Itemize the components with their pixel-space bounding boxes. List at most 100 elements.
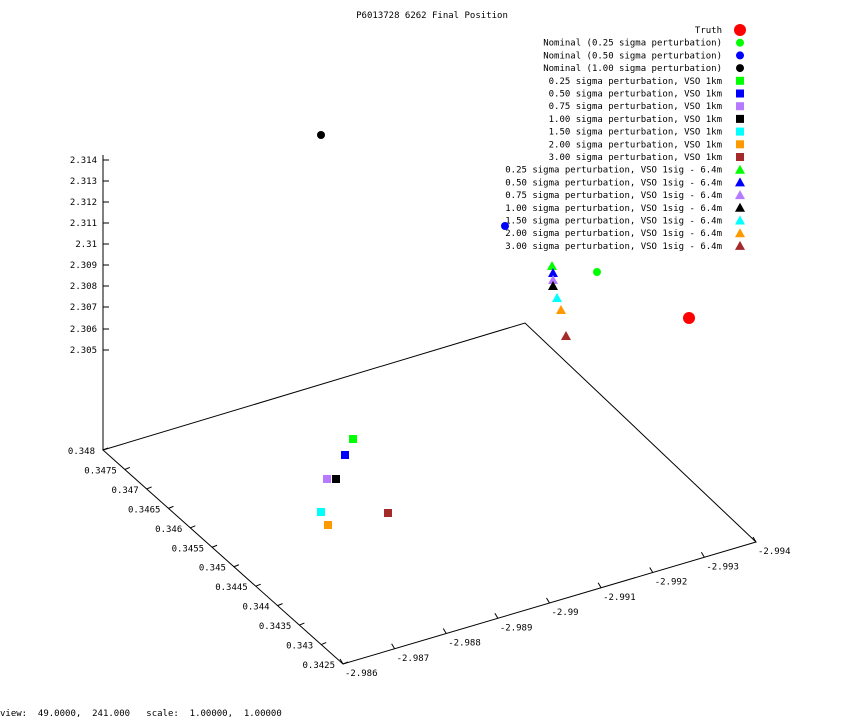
data-point: [323, 475, 331, 483]
data-point: [317, 508, 325, 516]
x-axis-tick-label: -2.988: [448, 639, 481, 649]
x-axis-tick-label: -2.991: [603, 593, 636, 603]
y-axis-tick-label: 0.344: [242, 603, 269, 613]
legend-entry-marker: [735, 202, 745, 212]
z-axis-tick-label: 2.314: [70, 156, 97, 166]
y-axis-tick: [320, 642, 327, 646]
legend-entry-label: 1.50 sigma perturbation, VSO 1km: [549, 128, 722, 138]
legend-entry-label: 0.50 sigma perturbation, VSO 1sig - 6.4m: [505, 178, 722, 188]
data-point: [332, 475, 340, 483]
y-axis-tick: [211, 544, 218, 548]
legend-entry-marker: [735, 164, 745, 174]
y-axis-tick-label: 0.345: [199, 564, 226, 574]
legend-entry-label: 0.50 sigma perturbation, VSO 1km: [549, 90, 722, 100]
legend-entry-marker: [736, 127, 744, 136]
y-axis-tick: [168, 505, 174, 509]
z-axis-tick-label: 2.308: [70, 282, 97, 292]
legend-entry-label: Nominal (1.00 sigma perturbation): [543, 64, 722, 74]
data-point: [384, 509, 392, 517]
legend-entry-label: 2.00 sigma perturbation, VSO 1km: [549, 140, 722, 150]
y-axis-tick-label: 0.343: [286, 642, 313, 652]
data-point: [324, 521, 332, 529]
data-point: [317, 131, 325, 139]
legend-entry-marker: [736, 153, 744, 161]
z-axis-tick-label: 2.31: [75, 240, 97, 250]
x-axis-tick-label: -2.989: [500, 623, 533, 633]
y-axis-tick: [124, 466, 131, 470]
y-axis-tick: [146, 486, 152, 490]
data-point: [552, 293, 562, 302]
data-point: [501, 222, 509, 230]
z-axis-tick-label: 2.311: [70, 219, 97, 229]
y-axis-tick-label: 0.3435: [259, 622, 292, 632]
data-point: [341, 451, 349, 459]
chart-title: P6013728 6262 Final Position: [356, 11, 508, 21]
x-axis-tick: [700, 551, 705, 558]
data-point: [683, 312, 695, 324]
legend-entry-marker: [736, 64, 744, 73]
legend-entry-label: 2.00 sigma perturbation, VSO 1sig - 6.4m: [505, 229, 722, 239]
data-point: [556, 305, 566, 314]
legend-entry-marker: [735, 228, 745, 238]
y-axis-tick: [299, 622, 305, 626]
z-axis-tick-label: 2.307: [70, 303, 97, 313]
y-axis-tick-label: 0.3465: [128, 505, 161, 515]
legend-entry-marker: [736, 76, 744, 85]
z-axis-tick-label: 2.309: [70, 261, 97, 271]
plot-base-box: [102, 322, 757, 665]
legend-entry-marker: [736, 38, 744, 47]
legend-entry-marker: [736, 89, 744, 98]
y-axis-tick: [102, 447, 109, 451]
legend-entry-label: Nominal (0.50 sigma perturbation): [543, 51, 722, 61]
y-axis-tick: [190, 525, 196, 529]
y-axis-tick-label: 0.346: [155, 525, 182, 535]
data-point: [548, 275, 558, 284]
data-point: [561, 331, 571, 340]
legend-entry-label: 0.75 sigma perturbation, VSO 1sig - 6.4m: [505, 191, 722, 201]
z-axis-tick-label: 2.312: [70, 198, 97, 208]
y-axis-tick: [342, 661, 349, 665]
z-axis-tick-label: 2.305: [70, 346, 97, 356]
legend-entry-label: 1.50 sigma perturbation, VSO 1sig - 6.4m: [505, 217, 722, 227]
x-axis-tick-label: -2.993: [706, 562, 739, 572]
y-axis-tick-label: 0.3425: [302, 661, 335, 671]
legend-entry-marker: [736, 102, 744, 111]
y-axis-tick: [277, 603, 283, 607]
legend-entry-marker: [735, 240, 745, 250]
x-axis-tick: [752, 536, 757, 543]
legend-entry-marker: [736, 51, 744, 60]
legend-entry-marker: [736, 114, 744, 123]
y-axis-tick-label: 0.348: [68, 447, 95, 457]
x-axis-tick-label: -2.99: [552, 608, 579, 618]
legend-entry-label: 0.25 sigma perturbation, VSO 1sig - 6.4m: [505, 166, 722, 176]
z-axis-tick-label: 2.306: [70, 325, 97, 335]
x-axis-tick-label: -2.992: [655, 578, 688, 588]
y-axis-tick-label: 0.3475: [84, 466, 117, 476]
y-axis-tick: [255, 583, 261, 587]
legend-entry-label: Truth: [695, 26, 722, 36]
data-point: [547, 261, 557, 270]
data-point: [548, 281, 558, 290]
x-axis-tick: [494, 612, 499, 619]
x-axis-tick: [649, 567, 654, 573]
x-axis-tick: [391, 643, 396, 650]
y-axis-tick-label: 0.3445: [215, 583, 248, 593]
x-axis-tick: [339, 658, 344, 665]
x-axis-tick-label: -2.994: [758, 547, 791, 557]
legend-entry-marker: [735, 215, 745, 225]
x-axis-tick-label: -2.987: [397, 654, 430, 664]
data-point: [593, 268, 601, 276]
legend-entry-marker: [735, 190, 745, 200]
y-axis-tick: [233, 564, 240, 568]
status-bar-text: view: 49.0000, 241.000 scale: 1.00000, 1…: [0, 709, 282, 719]
legend-entry-label: 1.00 sigma perturbation, VSO 1km: [549, 115, 722, 125]
legend-entry-label: 3.00 sigma perturbation, VSO 1km: [549, 153, 722, 163]
legend-entry-label: 0.75 sigma perturbation, VSO 1km: [549, 102, 722, 112]
y-axis-tick-label: 0.3455: [172, 544, 205, 554]
legend-entry-label: Nominal (0.25 sigma perturbation): [543, 39, 722, 49]
x-axis-tick: [597, 582, 602, 589]
x-axis-tick-label: -2.986: [345, 669, 378, 679]
legend-entry-label: 1.00 sigma perturbation, VSO 1sig - 6.4m: [505, 204, 722, 214]
y-axis-tick-label: 0.347: [112, 486, 139, 496]
